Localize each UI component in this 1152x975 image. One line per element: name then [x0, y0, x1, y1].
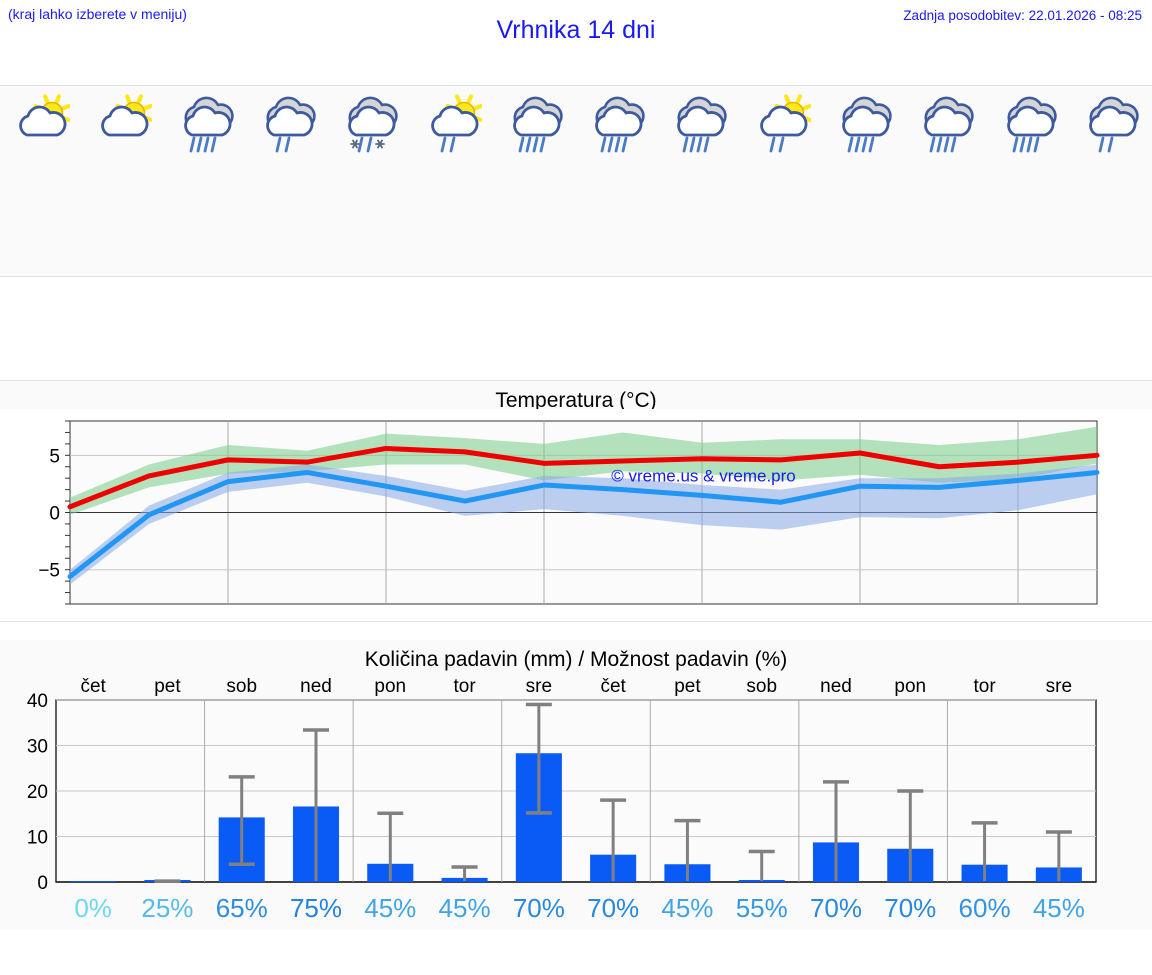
svg-text:55%: 55% — [736, 893, 788, 923]
day-column-23.01[interactable] — [82, 86, 164, 276]
svg-text:čet: čet — [600, 676, 626, 697]
svg-text:čet: čet — [80, 676, 106, 697]
svg-text:40: 40 — [27, 691, 48, 712]
svg-text:45%: 45% — [439, 893, 491, 923]
svg-text:sob: sob — [746, 676, 777, 697]
svg-text:10: 10 — [27, 828, 48, 849]
precipitation-chart-block: Količina padavin (mm) / Možnost padavin … — [0, 640, 1152, 930]
day-column-31.01[interactable] — [741, 86, 823, 276]
sun-cloud-rain-icon — [424, 94, 482, 153]
day-column-02.02[interactable] — [905, 86, 987, 276]
svg-text:30: 30 — [27, 737, 48, 758]
svg-text:45%: 45% — [1033, 893, 1085, 923]
cloud-rain-icon — [917, 94, 975, 153]
svg-text:© vreme.us & vreme.pro: © vreme.us & vreme.pro — [611, 467, 795, 486]
sun-cloud-rain-icon — [753, 94, 811, 153]
svg-text:70%: 70% — [513, 893, 565, 923]
svg-text:45%: 45% — [661, 893, 713, 923]
svg-text:5: 5 — [49, 446, 60, 467]
cloud-rain-icon — [588, 94, 646, 153]
svg-text:60%: 60% — [959, 893, 1011, 923]
sun-cloud-icon — [94, 94, 153, 152]
day-column-01.02[interactable] — [823, 86, 905, 276]
daily-forecast-strip — [0, 85, 1152, 277]
svg-text:pon: pon — [374, 676, 406, 697]
temperature-chart-title: Temperatura (°C) — [495, 389, 657, 412]
svg-text:75%: 75% — [290, 893, 342, 923]
location-hint: (kraj lahko izberete v meniju) — [8, 6, 187, 22]
svg-text:sob: sob — [226, 676, 257, 697]
cloud-rain-icon — [835, 94, 893, 153]
svg-text:ned: ned — [300, 676, 332, 697]
last-updated-label: Zadnja posodobitev: 22.01.2026 - 08:25 — [903, 8, 1142, 23]
sun-cloud-icon — [12, 94, 71, 152]
svg-text:0: 0 — [37, 873, 48, 894]
svg-text:pet: pet — [674, 676, 701, 697]
svg-text:65%: 65% — [216, 893, 268, 923]
day-column-25.01[interactable] — [247, 86, 329, 276]
day-column-29.01[interactable] — [576, 86, 658, 276]
svg-text:sre: sre — [1046, 676, 1072, 697]
cloud-rain-icon — [177, 94, 235, 153]
day-column-28.01[interactable] — [494, 86, 576, 276]
svg-text:tor: tor — [453, 676, 476, 697]
svg-text:ned: ned — [820, 676, 852, 697]
svg-text:0%: 0% — [74, 893, 112, 923]
precipitation-chart-title: Količina padavin (mm) / Možnost padavin … — [364, 648, 788, 671]
cloud-rain-icon — [670, 94, 728, 153]
svg-text:−5: −5 — [38, 561, 60, 582]
svg-text:pon: pon — [894, 676, 926, 697]
cloud-rain-icon — [1000, 94, 1058, 153]
cloud-rain-light-icon — [259, 94, 317, 153]
svg-text:70%: 70% — [884, 893, 936, 923]
page-title: Vrhnika 14 dni — [496, 16, 656, 44]
cloud-sleet-icon — [341, 94, 399, 153]
temperature-chart-block: Temperatura (°C) −5 0 5 © vreme.us & vreme.… — [0, 380, 1152, 622]
cloud-rain-light-icon — [1082, 94, 1140, 153]
page-header: (kraj lahko izberete v meniju) Vrhnika 1… — [0, 0, 1152, 60]
day-column-30.01[interactable] — [658, 86, 740, 276]
day-column-24.01[interactable] — [165, 86, 247, 276]
day-column-27.01[interactable] — [411, 86, 493, 276]
day-column-22.01[interactable] — [0, 86, 82, 276]
svg-text:tor: tor — [973, 676, 996, 697]
day-column-26.01[interactable] — [329, 86, 411, 276]
svg-text:70%: 70% — [810, 893, 862, 923]
day-column-04.02[interactable] — [1070, 86, 1152, 276]
svg-text:45%: 45% — [364, 893, 416, 923]
svg-text:pet: pet — [154, 676, 181, 697]
temperature-plot: −5 0 5 © vreme.us & vreme.pro — [0, 409, 1152, 621]
day-column-03.02[interactable] — [987, 86, 1069, 276]
svg-text:20: 20 — [27, 782, 48, 803]
cloud-rain-icon — [506, 94, 564, 153]
svg-text:70%: 70% — [587, 893, 639, 923]
svg-text:sre: sre — [526, 676, 552, 697]
svg-text:0: 0 — [49, 504, 60, 525]
svg-text:25%: 25% — [141, 893, 193, 923]
